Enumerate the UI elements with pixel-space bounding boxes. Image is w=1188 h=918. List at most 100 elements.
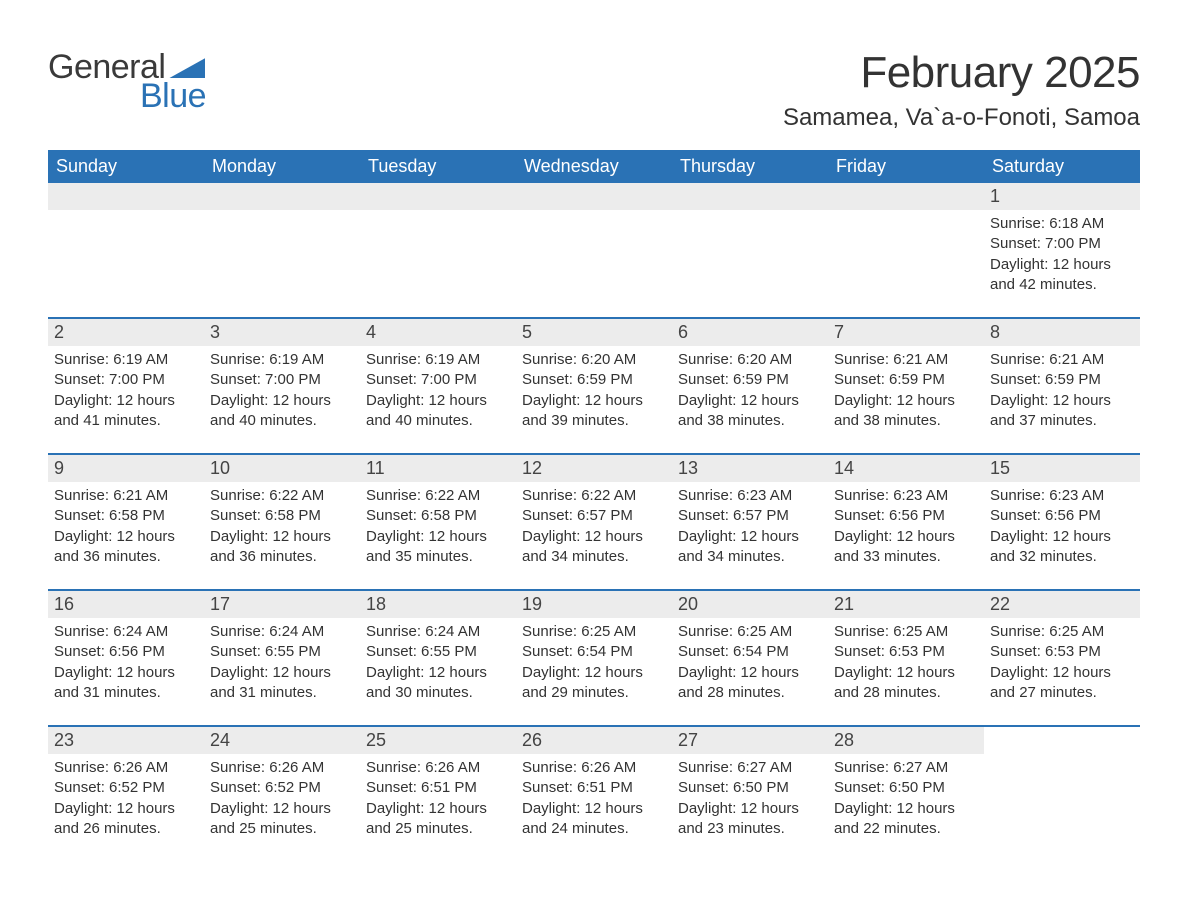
calendar-cell: 17Sunrise: 6:24 AMSunset: 6:55 PMDayligh… <box>204 591 360 725</box>
day-sunset: Sunset: 6:50 PM <box>678 778 822 798</box>
day-dl1: Daylight: 12 hours <box>990 663 1134 683</box>
day-sunrise: Sunrise: 6:19 AM <box>54 350 198 370</box>
day-dl1: Daylight: 12 hours <box>366 799 510 819</box>
day-sunrise: Sunrise: 6:22 AM <box>522 486 666 506</box>
day-sunset: Sunset: 6:57 PM <box>678 506 822 526</box>
dow-header: Thursday <box>672 150 828 183</box>
calendar-cell: 14Sunrise: 6:23 AMSunset: 6:56 PMDayligh… <box>828 455 984 589</box>
day-data: Sunrise: 6:22 AMSunset: 6:58 PMDaylight:… <box>204 482 360 567</box>
day-number: 8 <box>984 319 1140 346</box>
day-dl1: Daylight: 12 hours <box>678 527 822 547</box>
day-dl1: Daylight: 12 hours <box>210 527 354 547</box>
day-sunrise: Sunrise: 6:23 AM <box>678 486 822 506</box>
day-number: 1 <box>984 183 1140 210</box>
day-sunset: Sunset: 6:54 PM <box>678 642 822 662</box>
dow-header: Friday <box>828 150 984 183</box>
day-number: 25 <box>360 727 516 754</box>
day-data: Sunrise: 6:24 AMSunset: 6:56 PMDaylight:… <box>48 618 204 703</box>
header: General Blue February 2025 Samamea, Va`a… <box>48 48 1140 132</box>
dow-header: Saturday <box>984 150 1140 183</box>
day-data: Sunrise: 6:25 AMSunset: 6:54 PMDaylight:… <box>516 618 672 703</box>
day-number: 15 <box>984 455 1140 482</box>
day-data: Sunrise: 6:19 AMSunset: 7:00 PMDaylight:… <box>204 346 360 431</box>
day-dl1: Daylight: 12 hours <box>54 527 198 547</box>
day-data: Sunrise: 6:24 AMSunset: 6:55 PMDaylight:… <box>360 618 516 703</box>
day-data: Sunrise: 6:24 AMSunset: 6:55 PMDaylight:… <box>204 618 360 703</box>
calendar-cell: 22Sunrise: 6:25 AMSunset: 6:53 PMDayligh… <box>984 591 1140 725</box>
day-dl2: and 25 minutes. <box>366 819 510 839</box>
title-block: February 2025 Samamea, Va`a-o-Fonoti, Sa… <box>783 48 1140 132</box>
day-data: Sunrise: 6:23 AMSunset: 6:56 PMDaylight:… <box>828 482 984 567</box>
day-sunrise: Sunrise: 6:18 AM <box>990 214 1134 234</box>
day-dl1: Daylight: 12 hours <box>834 799 978 819</box>
day-data: Sunrise: 6:21 AMSunset: 6:59 PMDaylight:… <box>828 346 984 431</box>
day-sunrise: Sunrise: 6:20 AM <box>522 350 666 370</box>
day-data: Sunrise: 6:23 AMSunset: 6:56 PMDaylight:… <box>984 482 1140 567</box>
calendar-cell <box>516 183 672 317</box>
day-sunrise: Sunrise: 6:19 AM <box>366 350 510 370</box>
day-sunrise: Sunrise: 6:22 AM <box>210 486 354 506</box>
calendar-cell <box>984 727 1140 861</box>
day-data: Sunrise: 6:20 AMSunset: 6:59 PMDaylight:… <box>516 346 672 431</box>
calendar-cell: 1Sunrise: 6:18 AMSunset: 7:00 PMDaylight… <box>984 183 1140 317</box>
day-dl1: Daylight: 12 hours <box>522 391 666 411</box>
day-sunrise: Sunrise: 6:26 AM <box>54 758 198 778</box>
day-data: Sunrise: 6:22 AMSunset: 6:57 PMDaylight:… <box>516 482 672 567</box>
brand-logo: General Blue <box>48 48 206 116</box>
day-dl1: Daylight: 12 hours <box>366 527 510 547</box>
day-sunset: Sunset: 6:59 PM <box>678 370 822 390</box>
day-dl1: Daylight: 12 hours <box>834 391 978 411</box>
calendar-cell: 27Sunrise: 6:27 AMSunset: 6:50 PMDayligh… <box>672 727 828 861</box>
calendar-cell: 9Sunrise: 6:21 AMSunset: 6:58 PMDaylight… <box>48 455 204 589</box>
day-number: 22 <box>984 591 1140 618</box>
day-number: 5 <box>516 319 672 346</box>
calendar-cell: 5Sunrise: 6:20 AMSunset: 6:59 PMDaylight… <box>516 319 672 453</box>
day-dl1: Daylight: 12 hours <box>990 391 1134 411</box>
day-number: 27 <box>672 727 828 754</box>
day-sunset: Sunset: 6:55 PM <box>210 642 354 662</box>
day-data: Sunrise: 6:26 AMSunset: 6:52 PMDaylight:… <box>48 754 204 839</box>
calendar-cell: 13 Sunrise: 6:23 AMSunset: 6:57 PMDayligh… <box>672 455 828 589</box>
day-dl2: and 37 minutes. <box>990 411 1134 431</box>
day-dl1: Daylight: 12 hours <box>366 663 510 683</box>
day-data: Sunrise: 6:26 AMSunset: 6:52 PMDaylight:… <box>204 754 360 839</box>
day-dl2: and 34 minutes. <box>678 547 822 567</box>
calendar-week: 23Sunrise: 6:26 AMSunset: 6:52 PMDayligh… <box>48 725 1140 861</box>
day-sunrise: Sunrise: 6:23 AM <box>990 486 1134 506</box>
day-dl2: and 34 minutes. <box>522 547 666 567</box>
day-dl1: Daylight: 12 hours <box>990 527 1134 547</box>
day-sunset: Sunset: 6:59 PM <box>990 370 1134 390</box>
day-dl1: Daylight: 12 hours <box>366 391 510 411</box>
calendar-cell: 15Sunrise: 6:23 AMSunset: 6:56 PMDayligh… <box>984 455 1140 589</box>
calendar-cell: 3Sunrise: 6:19 AMSunset: 7:00 PMDaylight… <box>204 319 360 453</box>
dow-header: Sunday <box>48 150 204 183</box>
day-sunrise: Sunrise: 6:24 AM <box>54 622 198 642</box>
day-number: 28 <box>828 727 984 754</box>
day-sunset: Sunset: 6:53 PM <box>834 642 978 662</box>
calendar-cell: 7Sunrise: 6:21 AMSunset: 6:59 PMDaylight… <box>828 319 984 453</box>
day-dl2: and 42 minutes. <box>990 275 1134 295</box>
day-number: 26 <box>516 727 672 754</box>
day-sunrise: Sunrise: 6:24 AM <box>210 622 354 642</box>
day-dl2: and 36 minutes. <box>54 547 198 567</box>
day-sunrise: Sunrise: 6:21 AM <box>990 350 1134 370</box>
day-sunrise: Sunrise: 6:21 AM <box>834 350 978 370</box>
day-sunrise: Sunrise: 6:26 AM <box>522 758 666 778</box>
day-data: Sunrise: 6:20 AMSunset: 6:59 PMDaylight:… <box>672 346 828 431</box>
empty-day-band <box>204 183 360 210</box>
calendar-week: 9Sunrise: 6:21 AMSunset: 6:58 PMDaylight… <box>48 453 1140 589</box>
day-sunset: Sunset: 6:58 PM <box>366 506 510 526</box>
day-number: 21 <box>828 591 984 618</box>
day-sunrise: Sunrise: 6:24 AM <box>366 622 510 642</box>
day-number: 13 <box>672 455 828 482</box>
day-dl2: and 36 minutes. <box>210 547 354 567</box>
day-sunset: Sunset: 6:51 PM <box>366 778 510 798</box>
day-number: 11 <box>360 455 516 482</box>
day-dl1: Daylight: 12 hours <box>210 391 354 411</box>
empty-day-band <box>360 183 516 210</box>
dow-header: Monday <box>204 150 360 183</box>
month-title: February 2025 <box>783 48 1140 98</box>
day-sunset: Sunset: 6:57 PM <box>522 506 666 526</box>
day-dl2: and 31 minutes. <box>210 683 354 703</box>
day-sunset: Sunset: 6:56 PM <box>54 642 198 662</box>
